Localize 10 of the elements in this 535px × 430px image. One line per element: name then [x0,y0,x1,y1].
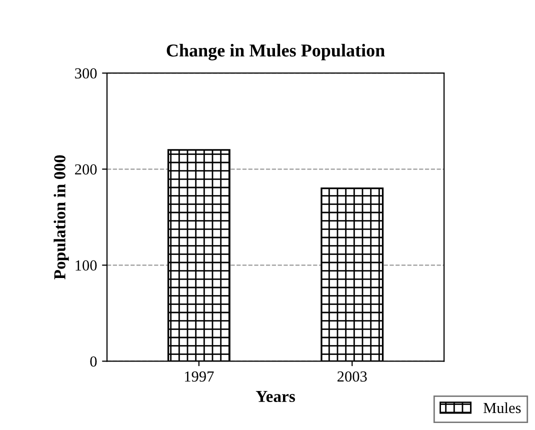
y-tick-label: 200 [75,164,97,175]
legend-label: Mules [483,402,521,414]
y-tick-label: 300 [75,68,97,79]
chart-title: Change in Mules Population [166,44,385,60]
y-tick-label: 100 [76,260,97,271]
y-tick-label: 0 [90,356,97,367]
y-axis-title: Population in 000 [54,155,69,280]
x-tick-label: 2003 [338,371,367,382]
x-tick-label: 1997 [184,371,214,382]
x-axis-title: Years [256,390,296,402]
